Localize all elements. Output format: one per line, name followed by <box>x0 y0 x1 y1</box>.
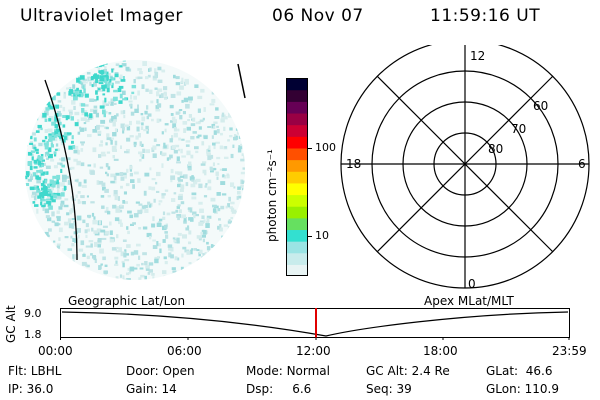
colorbar-tick-100: 100 <box>315 141 336 154</box>
time-label: 11:59:16 UT <box>430 6 541 26</box>
colorbar-band <box>286 194 308 207</box>
terminator-line <box>44 79 78 261</box>
colorbar-band <box>286 229 308 242</box>
limb-line <box>237 63 246 99</box>
info-glat: GLat: 46.6 <box>486 364 553 378</box>
altitude-timeline <box>60 308 570 340</box>
colorbar-band <box>286 264 308 276</box>
mlat-60-label: 60 <box>533 99 548 113</box>
info-door: Door: Open <box>126 364 195 378</box>
xtick-2359: 23:59 <box>552 344 587 358</box>
instrument-title: Ultraviolet Imager <box>20 6 183 26</box>
colorbar-band <box>286 182 308 196</box>
uv-image <box>25 60 246 280</box>
info-mode: Mode: Normal <box>246 364 330 378</box>
colorbar-band <box>286 112 308 126</box>
colorbar-tick-10: 10 <box>315 229 329 242</box>
tick-mark <box>308 148 312 149</box>
info-gc-alt: GC Alt: 2.4 Re <box>366 364 450 378</box>
geo-caption: Geographic Lat/Lon <box>68 294 186 308</box>
xtick-0000: 00:00 <box>38 344 73 358</box>
colorbar-band <box>286 136 308 149</box>
emission-speckles <box>25 60 245 280</box>
xtick-1200: 12:00 <box>296 344 331 358</box>
tick-mark <box>308 236 312 237</box>
apex-caption: Apex MLat/MLT <box>424 294 514 308</box>
info-glon: GLon: 110.9 <box>486 382 559 396</box>
mlat-80-label: 80 <box>488 142 503 156</box>
colorbar-band <box>286 171 308 184</box>
colorbar <box>286 78 308 276</box>
info-dsp: Dsp: 6.6 <box>246 382 312 396</box>
diagonal-line <box>376 75 554 253</box>
colorbar-band <box>286 159 308 172</box>
info-gain: Gain: 14 <box>126 382 177 396</box>
colorbar-band <box>286 89 308 102</box>
date-label: 06 Nov 07 <box>272 6 364 26</box>
mlt-6-label: 6 <box>578 157 586 171</box>
ytick-1-8: 1.8 <box>24 328 42 341</box>
info-flt: Flt: LBHL <box>8 364 62 378</box>
colorbar-band <box>286 252 308 265</box>
colorbar-band <box>286 241 308 254</box>
altitude-curve <box>61 311 569 337</box>
colorbar-band <box>286 78 308 91</box>
mlt-0-label: 0 <box>468 277 476 291</box>
xtick-0600: 06:00 <box>167 344 202 358</box>
colorbar-band <box>286 206 308 219</box>
mlat-70-label: 70 <box>511 122 526 136</box>
polar-plot: 12 18 6 0 60 70 80 <box>340 45 590 291</box>
colorbar-band <box>286 147 308 161</box>
timeline-ylabel: GC Alt <box>4 305 18 343</box>
xtick-1800: 18:00 <box>423 344 458 358</box>
mlt-12-label: 12 <box>470 49 485 63</box>
ytick-9: 9.0 <box>24 307 42 320</box>
colorbar-band <box>286 124 308 137</box>
mlt-18-label: 18 <box>346 157 361 171</box>
info-ip: IP: 36.0 <box>8 382 54 396</box>
info-seq: Seq: 39 <box>366 382 412 396</box>
colorbar-label: photon cm⁻²s⁻¹ <box>265 149 279 242</box>
colorbar-band <box>286 101 308 114</box>
colorbar-band <box>286 217 308 231</box>
